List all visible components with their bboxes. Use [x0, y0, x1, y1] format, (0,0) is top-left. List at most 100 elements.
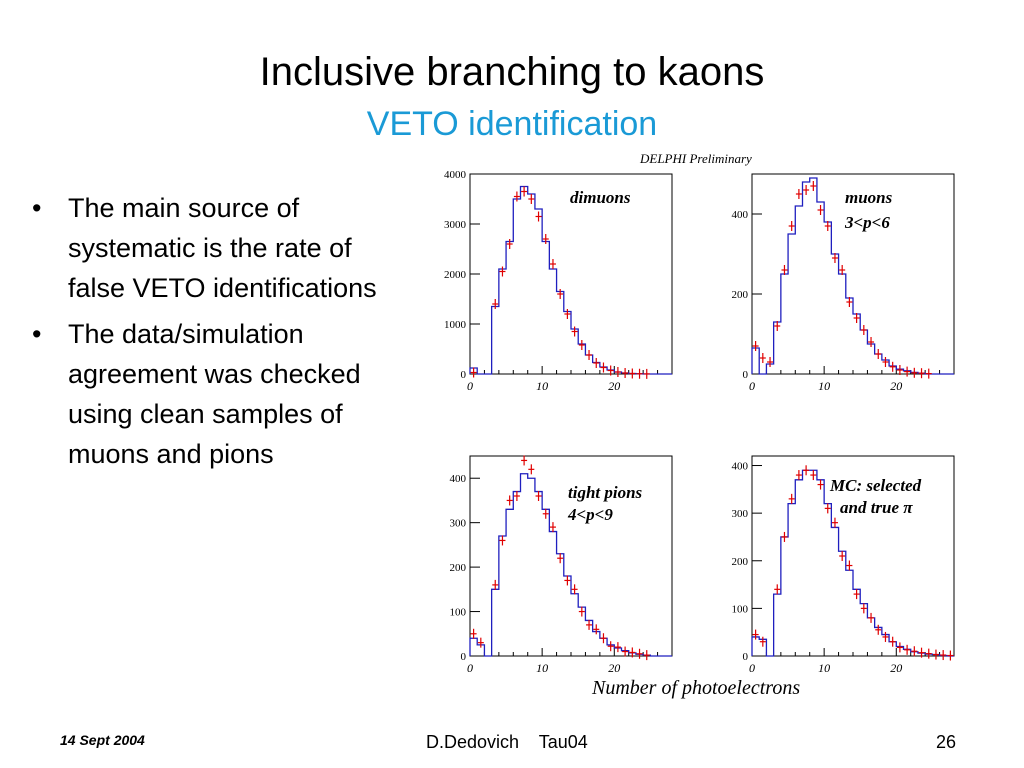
figure-header: DELPHI Preliminary [639, 151, 752, 166]
data-point [788, 221, 795, 231]
data-point [911, 646, 918, 657]
ytick-label: 1000 [444, 319, 467, 331]
panel-title: 4<p<9 [567, 505, 613, 524]
data-point [506, 239, 513, 249]
data-point [607, 641, 614, 652]
data-point [831, 253, 838, 263]
data-point [875, 624, 882, 635]
ytick-label: 0 [461, 651, 467, 663]
ytick-label: 300 [450, 518, 467, 530]
ytick-label: 100 [450, 607, 467, 619]
data-point [586, 619, 593, 630]
data-point [781, 265, 788, 275]
data-point [940, 650, 947, 661]
data-point [817, 479, 824, 490]
data-point [643, 368, 650, 379]
footer-page-number: 26 [936, 732, 957, 752]
data-point [571, 584, 578, 595]
data-point [781, 531, 788, 542]
data-point [947, 650, 954, 661]
xtick-label: 20 [890, 379, 902, 393]
data-point [795, 470, 802, 481]
footer-author-conference: D.Dedovich Tau04 [426, 732, 588, 753]
panel-title: muons [845, 188, 893, 207]
ytick-label: 100 [732, 603, 749, 615]
data-point [470, 367, 477, 378]
ytick-label: 300 [732, 508, 749, 520]
data-point [629, 647, 636, 658]
bullet-list: • The main source of systematic is the r… [28, 188, 398, 480]
data-point [607, 365, 614, 376]
data-point [593, 358, 600, 368]
data-point [795, 189, 802, 199]
data-point [578, 340, 585, 350]
simulation-histogram [469, 473, 672, 657]
data-point [492, 299, 499, 309]
data-point [839, 551, 846, 561]
data-point [868, 337, 875, 347]
data-point [557, 553, 564, 564]
data-point [831, 517, 838, 528]
data-point [767, 357, 774, 367]
ytick-label: 200 [732, 289, 749, 301]
simulation-histogram [751, 177, 954, 375]
data-point [882, 357, 889, 367]
panel-title: and true π [840, 498, 913, 517]
data-point [752, 341, 759, 351]
data-point [549, 259, 556, 269]
data-point [803, 185, 810, 195]
data-point [853, 313, 860, 323]
bullet-text: The data/simulation agreement was checke… [68, 319, 361, 469]
xtick-label: 20 [608, 379, 620, 393]
data-point [549, 522, 556, 533]
footer-author: D.Dedovich [426, 732, 520, 752]
data-point [824, 221, 831, 231]
bullet-marker: • [32, 319, 42, 349]
ytick-label: 0 [743, 651, 749, 663]
data-point [860, 325, 867, 335]
data-point [614, 642, 621, 653]
xtick-label: 10 [536, 379, 548, 393]
xtick-label: 10 [536, 661, 548, 675]
data-point [557, 289, 564, 299]
xtick-label: 0 [749, 661, 755, 675]
data-point [542, 234, 549, 244]
bullet-item: • The data/simulation agreement was chec… [28, 314, 398, 474]
data-point [853, 589, 860, 600]
data-point [622, 368, 629, 378]
data-point [889, 636, 896, 647]
data-point [477, 637, 484, 648]
data-point [614, 367, 621, 377]
data-point [839, 265, 846, 275]
xtick-label: 20 [890, 661, 902, 675]
data-point [564, 575, 571, 586]
data-point [528, 194, 535, 204]
data-point [918, 368, 925, 379]
simulation-histogram [469, 185, 672, 375]
data-point [759, 353, 766, 363]
data-point [875, 349, 882, 359]
data-point [803, 465, 810, 476]
data-point [600, 362, 607, 373]
data-point [578, 606, 585, 617]
slide-title: Inclusive branching to kaons [259, 50, 765, 94]
data-point [846, 297, 853, 307]
data-point [470, 628, 477, 639]
xtick-label: 0 [749, 379, 755, 393]
bullet-marker: • [32, 193, 42, 223]
data-point [788, 493, 795, 504]
data-point [846, 560, 853, 571]
data-point [904, 644, 911, 655]
data-point [513, 191, 520, 202]
data-point [535, 211, 542, 222]
data-point [759, 636, 766, 647]
ytick-label: 400 [450, 473, 467, 485]
data-point [492, 579, 499, 590]
xtick-label: 0 [467, 379, 473, 393]
data-point [564, 309, 571, 319]
histogram-figure: DELPHI Preliminary Number of photoelectr… [444, 151, 955, 699]
data-point [513, 491, 520, 501]
xtick-label: 10 [818, 661, 830, 675]
data-point [810, 181, 817, 191]
ytick-label: 200 [450, 562, 467, 574]
